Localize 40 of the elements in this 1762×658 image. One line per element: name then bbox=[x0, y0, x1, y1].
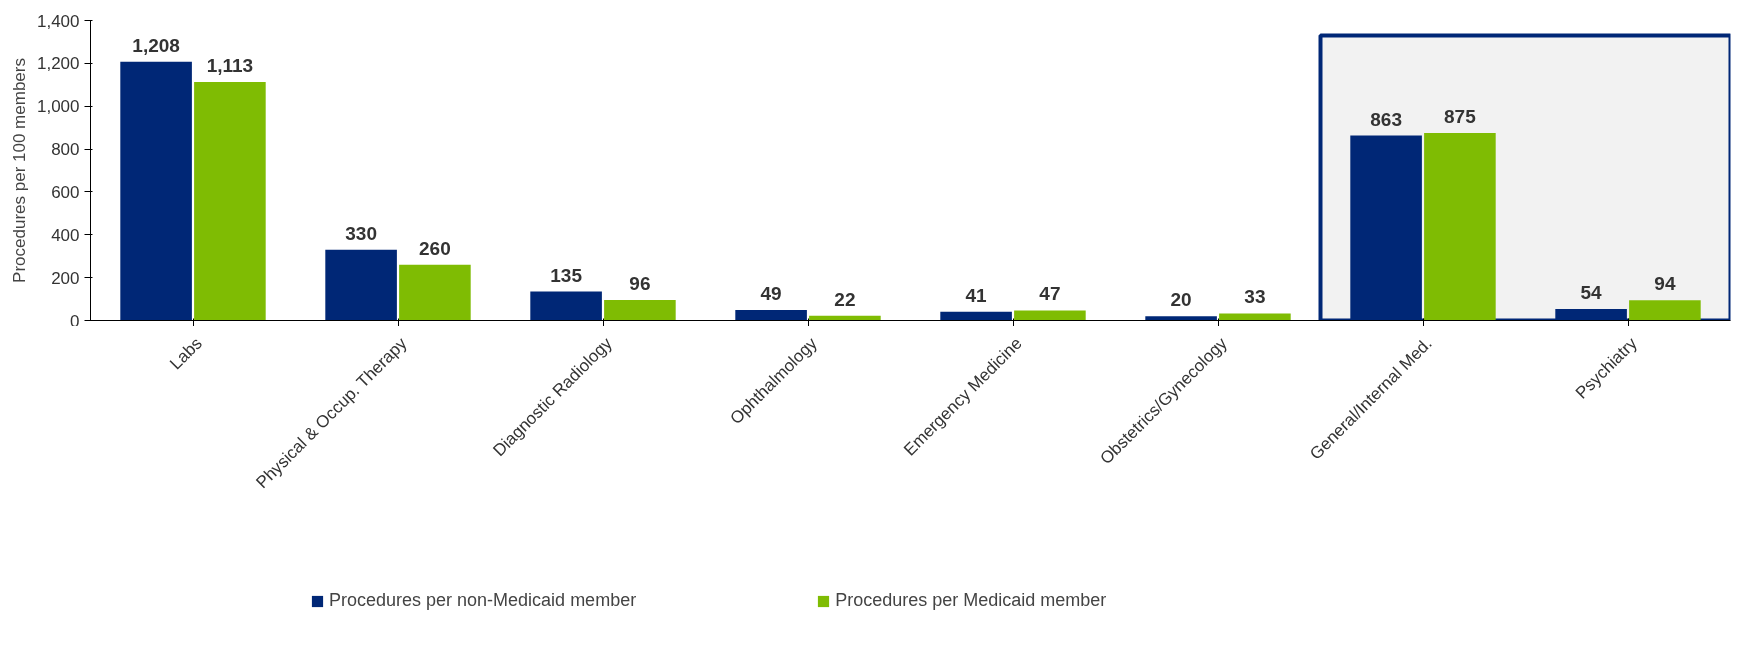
bar bbox=[604, 299, 676, 321]
data-label: 260 bbox=[419, 237, 451, 259]
y-tick-label: 400 bbox=[51, 225, 80, 245]
y-tick-label: 600 bbox=[51, 182, 80, 202]
data-label: 135 bbox=[550, 264, 583, 286]
y-axis-title: Procedures per 100 members bbox=[9, 58, 29, 283]
bar bbox=[194, 82, 266, 321]
y-tick-label: 800 bbox=[51, 140, 80, 160]
data-label: 22 bbox=[834, 288, 856, 310]
data-label: 94 bbox=[1654, 273, 1676, 295]
bar bbox=[530, 291, 602, 321]
data-label: 54 bbox=[1580, 281, 1603, 303]
data-label: 330 bbox=[345, 222, 377, 244]
data-label: 47 bbox=[1039, 283, 1061, 305]
data-label: 1,113 bbox=[206, 55, 254, 76]
legend-label: Procedures per Medicaid member bbox=[835, 590, 1107, 611]
data-label: 41 bbox=[965, 284, 988, 306]
bar bbox=[1145, 316, 1217, 321]
y-tick-label: 1,200 bbox=[36, 54, 80, 74]
bar bbox=[1424, 133, 1496, 321]
data-label: 875 bbox=[1444, 106, 1477, 127]
bar bbox=[1629, 300, 1701, 321]
data-label: 49 bbox=[760, 283, 782, 304]
bar bbox=[399, 264, 471, 321]
legend-label: Procedures per non-Medicaid member bbox=[329, 590, 637, 611]
y-tick-label: 1,000 bbox=[36, 97, 80, 117]
bar bbox=[1219, 313, 1291, 321]
bar bbox=[325, 249, 397, 321]
bar bbox=[735, 310, 807, 321]
data-label: 1,208 bbox=[132, 34, 180, 56]
data-label: 863 bbox=[1370, 108, 1402, 130]
bar bbox=[940, 311, 1012, 321]
bar bbox=[1014, 310, 1086, 321]
data-label: 33 bbox=[1244, 286, 1266, 308]
y-tick-label: 1,400 bbox=[36, 11, 80, 31]
data-label: 20 bbox=[1170, 289, 1192, 311]
y-tick-label: 200 bbox=[51, 268, 80, 288]
bar bbox=[120, 61, 192, 321]
data-label: 96 bbox=[629, 272, 651, 294]
y-tick-label: 0 bbox=[70, 311, 80, 331]
